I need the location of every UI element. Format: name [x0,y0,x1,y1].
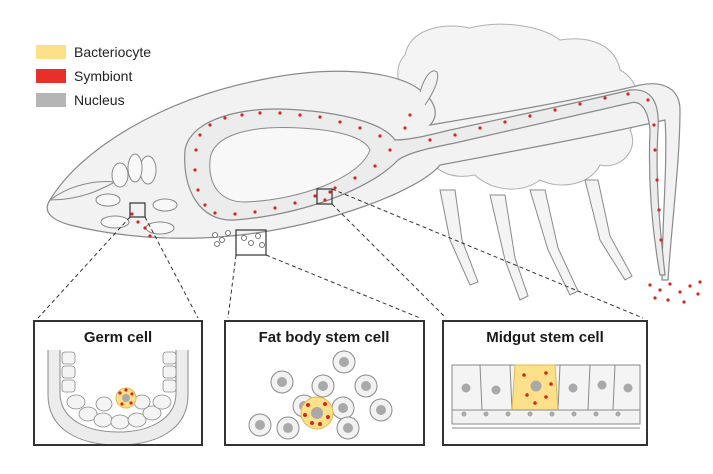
bacteriocyte-swatch [36,45,66,59]
legend: Bacteriocyte Symbiont Nucleus [36,40,151,112]
legend-item-symbiont: Symbiont [36,64,151,88]
legs [439,179,633,301]
legend-label-bacteriocyte: Bacteriocyte [74,44,152,60]
midgut-illustration [451,364,641,429]
ovary [95,153,178,235]
legend-label-symbiont: Symbiont [74,68,133,84]
symbiont-swatch [36,69,66,83]
zoom-boxes [129,188,333,256]
symbiont-dots [130,92,702,304]
legend-label-nucleus: Nucleus [74,92,125,108]
germ-cell-illustration [47,350,189,444]
gut-inner-loop [209,127,371,203]
germ-cell-title: Germ cell [84,329,152,346]
leader-lines [37,188,644,319]
fat-body-cluster [212,230,265,248]
fat-body-illustration [248,350,393,440]
midgut-title: Midgut stem cell [486,329,604,346]
legend-item-nucleus: Nucleus [36,88,151,112]
fat-body-title: Fat body stem cell [259,329,390,346]
legend-item-bacteriocyte: Bacteriocyte [36,40,151,64]
appendage-top [419,70,439,106]
nucleus-swatch [36,93,66,107]
